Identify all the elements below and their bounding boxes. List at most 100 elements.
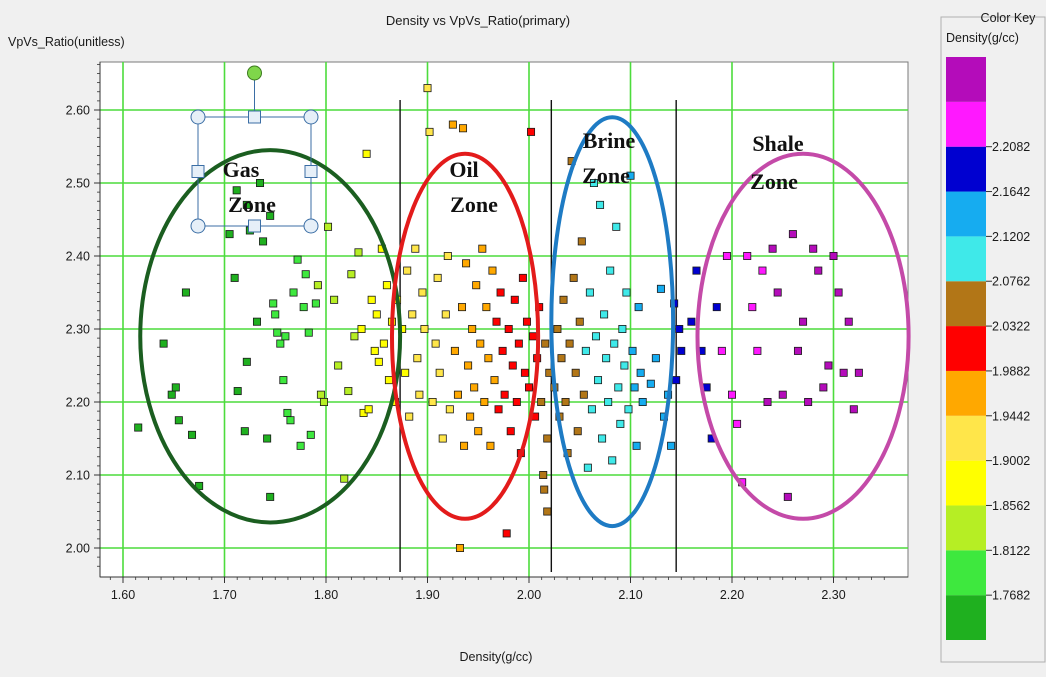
data-point xyxy=(610,339,619,348)
data-point xyxy=(722,251,731,260)
data-point xyxy=(382,281,391,290)
resize-handle-icon[interactable] xyxy=(248,219,261,233)
resize-handle-icon[interactable] xyxy=(191,165,205,178)
data-point xyxy=(324,222,333,231)
resize-handle-icon[interactable] xyxy=(248,110,261,124)
data-points xyxy=(134,84,863,553)
x-tick-label: 1.90 xyxy=(415,588,439,602)
data-point xyxy=(438,434,447,443)
data-point xyxy=(357,324,366,333)
zone-ellipse xyxy=(389,151,541,521)
data-point xyxy=(492,317,501,326)
data-point xyxy=(598,434,607,443)
x-tick-label: 1.80 xyxy=(314,588,338,602)
data-point xyxy=(717,346,726,355)
data-point xyxy=(232,186,241,195)
data-point xyxy=(793,346,802,355)
data-point xyxy=(743,251,752,260)
data-point xyxy=(171,383,180,392)
resize-handle-icon[interactable] xyxy=(303,109,319,125)
data-point xyxy=(340,474,349,483)
data-point xyxy=(512,397,521,406)
selection-handle-box[interactable] xyxy=(190,65,319,234)
y-tick-label: 2.40 xyxy=(66,250,90,264)
data-point xyxy=(675,324,684,333)
data-point xyxy=(134,423,143,432)
data-point xyxy=(379,339,388,348)
shale-zone-label-line1: Shale xyxy=(752,131,804,156)
data-point xyxy=(594,376,603,385)
data-point xyxy=(543,434,552,443)
data-point xyxy=(316,390,325,399)
data-point xyxy=(561,397,570,406)
color-key-label: 2.2082 xyxy=(992,140,1030,154)
data-point xyxy=(579,390,588,399)
data-point xyxy=(450,346,459,355)
data-point xyxy=(819,383,828,392)
color-key-label: 1.9002 xyxy=(992,454,1030,468)
data-point xyxy=(510,295,519,304)
color-key-swatch xyxy=(946,370,986,416)
data-point xyxy=(401,368,410,377)
data-point xyxy=(799,317,808,326)
data-point xyxy=(453,390,462,399)
data-point xyxy=(304,328,313,337)
zone-ellipses xyxy=(138,115,911,529)
data-point xyxy=(809,244,818,253)
data-point xyxy=(606,266,615,275)
y-axis-label: VpVs_Ratio(unitless) xyxy=(8,35,125,49)
data-point xyxy=(476,339,485,348)
data-point xyxy=(620,361,629,370)
data-point xyxy=(504,324,513,333)
data-point xyxy=(242,357,251,366)
data-point xyxy=(418,288,427,297)
data-point xyxy=(435,368,444,377)
data-point xyxy=(677,346,686,355)
resize-handle-icon[interactable] xyxy=(190,109,206,125)
y-tick-label: 2.60 xyxy=(66,104,90,118)
data-point xyxy=(455,544,464,553)
data-point xyxy=(500,390,509,399)
data-point xyxy=(420,324,429,333)
data-point xyxy=(600,310,609,319)
data-point xyxy=(276,339,285,348)
color-key-swatch xyxy=(946,550,986,596)
color-key-swatch xyxy=(946,415,986,461)
data-point xyxy=(413,354,422,363)
data-point xyxy=(474,427,483,436)
data-point xyxy=(460,441,469,450)
data-point xyxy=(411,244,420,253)
data-point xyxy=(374,357,383,366)
data-point xyxy=(350,332,359,341)
data-point xyxy=(159,339,168,348)
data-point xyxy=(748,303,757,312)
data-point xyxy=(529,332,538,341)
data-point xyxy=(252,317,261,326)
data-point xyxy=(266,211,275,220)
resize-handle-icon[interactable] xyxy=(304,165,318,178)
data-point xyxy=(575,317,584,326)
color-key-swatch xyxy=(946,595,986,640)
data-point xyxy=(636,368,645,377)
data-point xyxy=(181,288,190,297)
color-key-swatch xyxy=(946,281,986,327)
data-point xyxy=(354,248,363,257)
data-point xyxy=(541,339,550,348)
rotate-handle-icon[interactable] xyxy=(247,65,262,81)
data-point xyxy=(441,310,450,319)
data-point xyxy=(423,84,432,93)
data-point xyxy=(299,303,308,312)
resize-handle-icon[interactable] xyxy=(190,218,206,234)
resize-handle-icon[interactable] xyxy=(303,218,319,234)
data-point xyxy=(384,376,393,385)
data-point xyxy=(824,361,833,370)
color-key-swatch xyxy=(946,101,986,147)
data-point xyxy=(506,427,515,436)
data-point xyxy=(778,390,787,399)
data-point xyxy=(844,317,853,326)
color-key-label: 1.8562 xyxy=(992,499,1030,513)
data-point xyxy=(431,339,440,348)
data-point xyxy=(571,368,580,377)
data-point xyxy=(330,295,339,304)
oil-zone-label-line2: Zone xyxy=(450,192,498,217)
